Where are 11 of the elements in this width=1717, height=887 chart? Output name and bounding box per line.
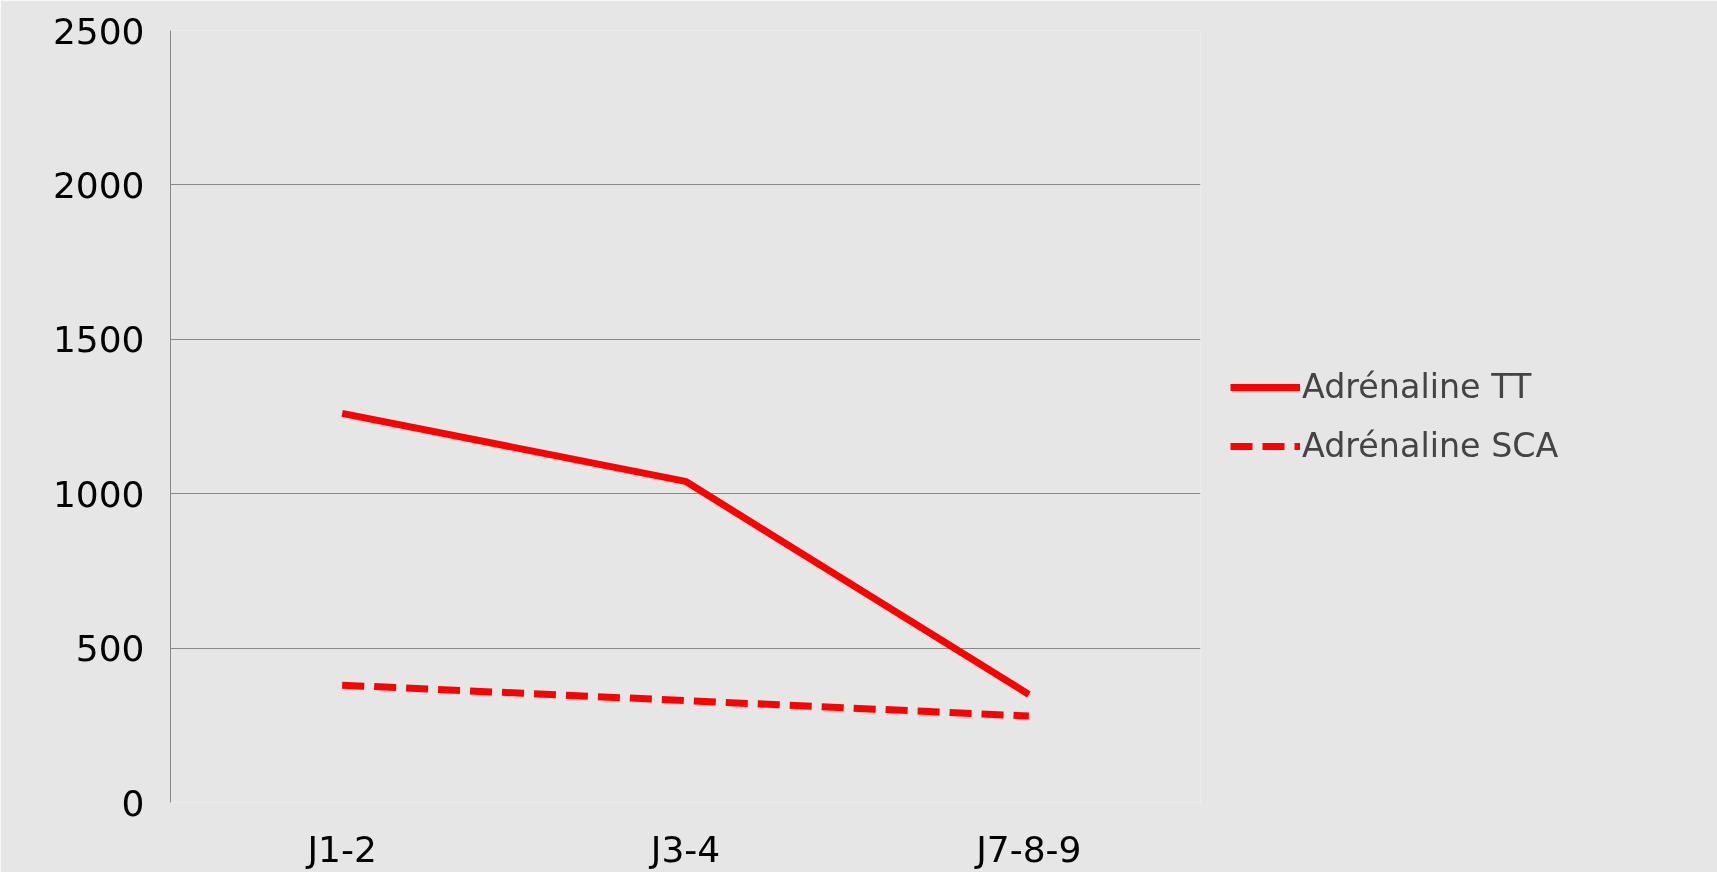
x-tick-label: J1-2 bbox=[305, 828, 377, 870]
legend-label: Adrénaline SCA bbox=[1302, 426, 1559, 465]
x-tick-label: J7-8-9 bbox=[974, 828, 1082, 870]
y-tick-label: 0 bbox=[121, 782, 145, 824]
x-tick-label: J3-4 bbox=[648, 828, 721, 870]
legend-label: Adrénaline TT bbox=[1302, 367, 1532, 406]
y-tick-label: 1000 bbox=[52, 473, 145, 515]
y-tick-label: 1500 bbox=[52, 319, 145, 361]
y-tick-label: 2000 bbox=[52, 164, 145, 206]
y-tick-label: 500 bbox=[75, 628, 145, 670]
y-tick-label: 2500 bbox=[52, 10, 145, 52]
